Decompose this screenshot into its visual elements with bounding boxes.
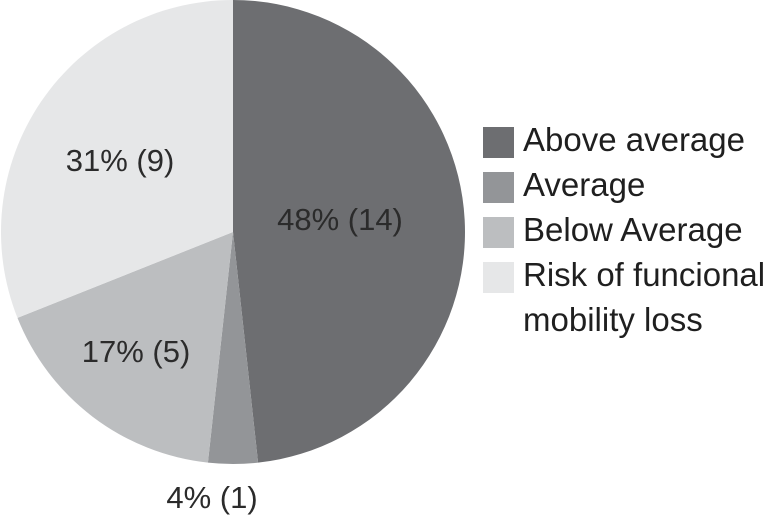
legend-label: Risk of funcional: [523, 256, 765, 293]
legend-swatch: [483, 217, 514, 248]
pie-slice-risk-of-funcional-mobility-loss: [1, 0, 234, 318]
legend-label: mobility loss: [523, 301, 703, 338]
legend-swatch: [483, 262, 514, 293]
pie-slice-labels: 48% (14) 4% (1) 17% (5) 31% (9): [66, 143, 403, 515]
legend: Above average Average Below Average Risk of…: [483, 121, 765, 338]
pie-slice-below-average: [17, 232, 234, 463]
slice-label: 48% (14): [277, 202, 403, 237]
legend-swatch: [483, 172, 514, 203]
pie-slice-average: [207, 232, 259, 464]
legend-swatch: [483, 127, 514, 158]
slice-label: 17% (5): [82, 334, 191, 369]
slice-label: 4% (1): [166, 480, 257, 515]
slice-label: 31% (9): [66, 143, 175, 178]
pie-slice-above-average: [233, 0, 465, 463]
legend-label: Below Average: [523, 211, 743, 248]
pie-slices: [1, 0, 465, 464]
legend-label: Above average: [523, 121, 745, 158]
legend-label: Average: [523, 166, 645, 203]
